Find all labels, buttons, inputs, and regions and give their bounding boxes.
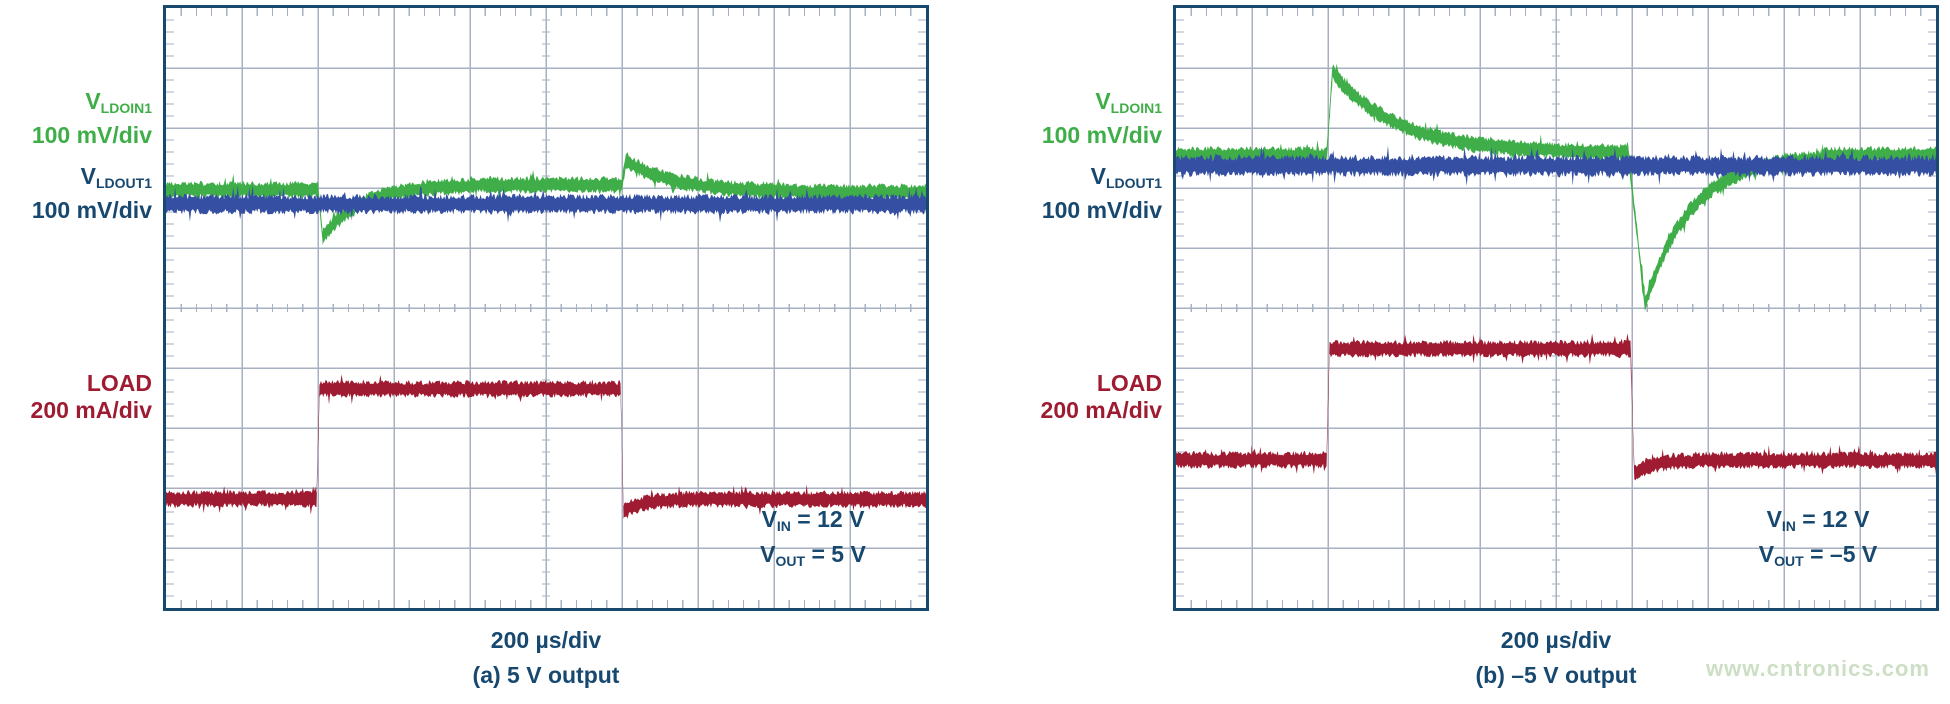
trace-scale-load: 200 mA/div bbox=[30, 397, 152, 423]
trace-scale-vldoin1: 100 mV/div bbox=[31, 122, 152, 148]
label-vldoin1-b: VLDOIN1 100 mV/div bbox=[1010, 88, 1162, 149]
label-vldout1-b: VLDOUT1 100 mV/div bbox=[1010, 163, 1162, 224]
scope-panel-a bbox=[163, 5, 929, 611]
label-vldout1-a: VLDOUT1 100 mV/div bbox=[0, 163, 152, 224]
watermark: www.cntronics.com bbox=[1705, 656, 1930, 681]
trace-scale-vldoin1: 100 mV/div bbox=[1041, 122, 1162, 148]
trace-scale-vldout1: 100 mV/div bbox=[1041, 197, 1162, 223]
time-scale-a: 200 µs/div bbox=[490, 627, 602, 653]
annotation-conditions-b: VIN = 12 V VOUT = –5 V bbox=[1713, 505, 1923, 575]
label-load-b: LOAD 200 mA/div bbox=[1010, 370, 1162, 424]
trace-scale-vldout1: 100 mV/div bbox=[31, 197, 152, 223]
annotation-vin: VIN = 12 V bbox=[761, 506, 865, 534]
annotation-vout: VOUT = –5 V bbox=[1758, 541, 1878, 569]
scope-grid-a bbox=[166, 8, 926, 608]
annotation-vin: VIN = 12 V bbox=[1766, 506, 1870, 534]
scope-panel-b bbox=[1173, 5, 1939, 611]
trace-name-vldout1: VLDOUT1 bbox=[1090, 163, 1162, 191]
annotation-vout: VOUT = 5 V bbox=[760, 541, 866, 569]
trace-name-vldoin1: VLDOIN1 bbox=[1095, 88, 1162, 116]
trace-name-load: LOAD bbox=[1096, 370, 1162, 396]
caption-b: (b) –5 V output bbox=[1475, 662, 1637, 688]
label-load-a: LOAD 200 mA/div bbox=[0, 370, 152, 424]
trace-name-load: LOAD bbox=[86, 370, 152, 396]
label-vldoin1-a: VLDOIN1 100 mV/div bbox=[0, 88, 152, 149]
trace-name-vldoin1: VLDOIN1 bbox=[85, 88, 152, 116]
caption-a: (a) 5 V output bbox=[472, 662, 620, 688]
time-scale-b: 200 µs/div bbox=[1500, 627, 1612, 653]
annotation-conditions-a: VIN = 12 V VOUT = 5 V bbox=[708, 505, 918, 575]
trace-name-vldout1: VLDOUT1 bbox=[80, 163, 152, 191]
trace-scale-load: 200 mA/div bbox=[1040, 397, 1162, 423]
scope-grid-b bbox=[1176, 8, 1936, 608]
